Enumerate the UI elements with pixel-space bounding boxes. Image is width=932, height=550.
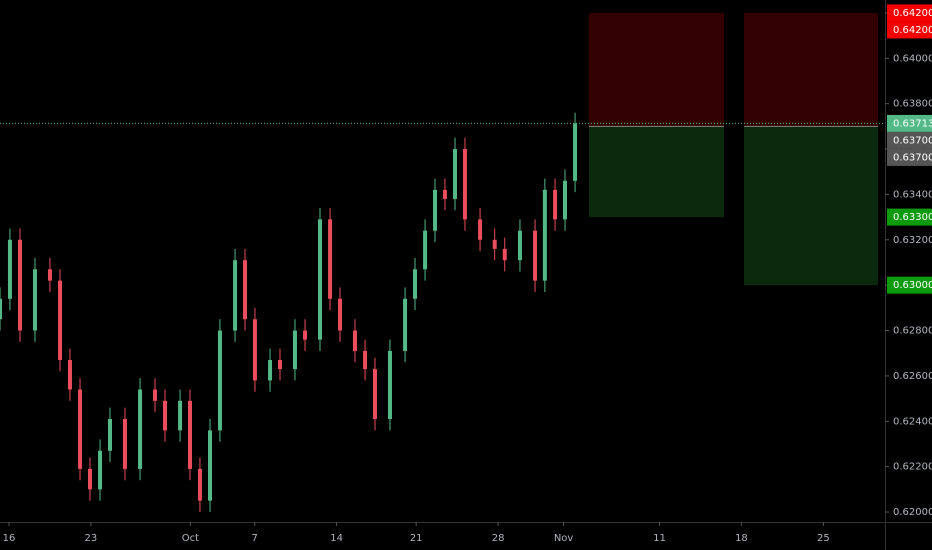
entry-price-label-box (887, 148, 932, 166)
candle-body (188, 400, 193, 469)
x-tick-label: 18 (735, 533, 748, 544)
stop-zone (744, 12, 878, 127)
x-tick-label: 11 (653, 533, 666, 544)
stop-price-label-box (887, 21, 932, 39)
y-tick-label: 0.63800 (893, 99, 932, 110)
candle-body (7, 239, 12, 299)
candle-body (233, 260, 238, 331)
candle-body (217, 330, 222, 431)
y-tick-label: 0.62800 (893, 326, 932, 337)
candle-body (492, 239, 497, 249)
candle-body (18, 239, 23, 331)
candle-body (32, 269, 37, 331)
candle-body (178, 400, 183, 431)
entry-price-label-box (887, 131, 932, 149)
candle-body (573, 123, 578, 181)
stop-zone (588, 12, 725, 127)
candle-body (363, 350, 368, 370)
candle-body (208, 430, 213, 501)
entry-price-label: 0.63700 (893, 152, 932, 163)
candle-body (338, 298, 343, 331)
candle-body (252, 319, 257, 381)
y-tick-label: 0.62000 (893, 507, 932, 518)
candle-body (387, 350, 392, 420)
last-price-label-box (887, 114, 932, 132)
candle-body (553, 189, 558, 220)
candle-body (138, 389, 143, 469)
candle-body (47, 269, 52, 281)
candle-body (0, 298, 2, 320)
candle-body (478, 219, 483, 240)
target-zone (744, 126, 878, 286)
last-price-label: 0.63713 (893, 118, 932, 129)
candle-body (502, 248, 507, 261)
y-tick-label: 0.64000 (893, 53, 932, 64)
target-price-label-box (887, 276, 932, 294)
candle-body (58, 280, 63, 361)
candle-body (442, 189, 447, 199)
stop-price-label-box (887, 4, 932, 22)
target-price-label: 0.63000 (893, 280, 932, 291)
target-price-label: 0.63300 (893, 212, 932, 223)
target-price-label-box (887, 208, 932, 226)
candle-body (98, 450, 103, 490)
candle-body (153, 389, 158, 401)
candle-body (453, 149, 458, 199)
candle-body (462, 149, 467, 220)
candle-body (372, 369, 377, 420)
target-zone (588, 126, 725, 218)
x-tick-label: 28 (492, 533, 505, 544)
candle-body (268, 360, 273, 381)
y-tick-label: 0.63400 (893, 189, 932, 200)
x-tick-label: 21 (410, 533, 423, 544)
candle-body (277, 360, 282, 370)
candle-body (67, 360, 72, 390)
candle-body (423, 230, 428, 270)
stop-price-label: 0.64200 (893, 8, 932, 19)
x-tick-label: 16 (3, 533, 16, 544)
candle-body (292, 330, 297, 370)
candle-body (533, 230, 538, 281)
candle-body (413, 269, 418, 299)
candle-body (328, 219, 333, 299)
entry-price-label: 0.63700 (893, 135, 932, 146)
y-tick-label: 0.63200 (893, 235, 932, 246)
stop-price-label: 0.64200 (893, 25, 932, 36)
candle-body (122, 419, 127, 469)
candle-body (317, 219, 322, 340)
x-tick-label: 7 (252, 533, 258, 544)
x-tick-label: Nov (554, 533, 574, 544)
x-tick-label: 23 (85, 533, 98, 544)
y-tick-label: 0.62400 (893, 416, 932, 427)
x-tick-label: 25 (817, 533, 830, 544)
y-tick-label: 0.62200 (893, 462, 932, 473)
candle-body (87, 468, 92, 490)
candle-body (352, 330, 357, 351)
candle-body (303, 330, 308, 340)
candle-body (403, 298, 408, 351)
candle-body (433, 189, 438, 231)
candle-body (563, 180, 568, 220)
x-tick-label: 14 (330, 533, 343, 544)
candle-body (542, 189, 547, 281)
candle-body (243, 260, 248, 320)
candle-body (197, 468, 202, 501)
candle-body (78, 389, 83, 469)
candle-body (517, 230, 522, 261)
candle-body (162, 400, 167, 431)
y-tick-label: 0.62600 (893, 371, 932, 382)
candle-body (107, 419, 112, 451)
x-tick-label: Oct (182, 533, 199, 544)
